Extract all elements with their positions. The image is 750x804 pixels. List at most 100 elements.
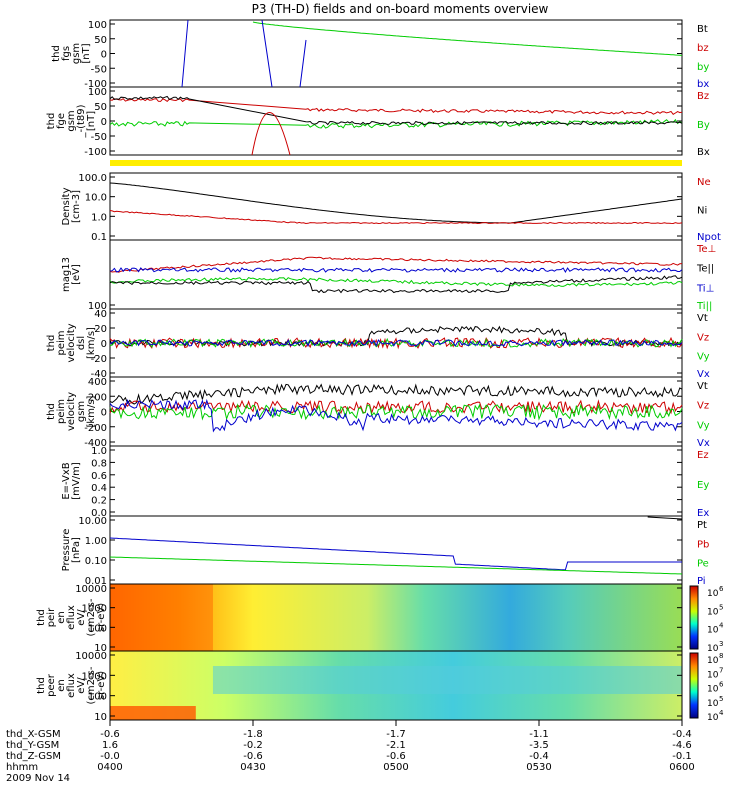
series-vx-dsl [109,338,683,348]
x-tick-label: -1.8 [243,729,263,740]
y-axis-label: sr-eV) [96,603,107,632]
series-vx-gsm [109,398,683,433]
y-axis-label: Density [61,187,72,225]
colorbar-exponent: 7 [719,666,723,674]
y-axis-label: eflux [66,673,77,698]
y-axis-label: eV/ [76,677,87,694]
y-axis-label: fgs [61,46,72,61]
colorbar-label: 10 [707,644,719,654]
colorbar-label: 10 [707,656,719,666]
y-axis-label: velocity [66,392,77,431]
x-tick-label: 0400 [97,762,122,773]
y-tick-label: 1.0 [91,446,107,457]
panel-efield [109,445,683,517]
panel-fge [109,86,683,156]
y-axis-label: gsm [66,110,77,131]
y-axis-label: [km/s] [86,395,97,427]
y-tick-label: 100 [88,301,107,312]
y-axis-label: sr-eV) [96,671,107,700]
panel-density [109,172,683,241]
series-ni [109,182,683,224]
colorbar [689,585,699,650]
y-tick-label: 0.2 [91,496,107,507]
legend-pb: Pb [697,539,709,550]
y-tick-label: -100 [84,79,107,90]
series-pe [109,556,683,575]
series-vz-gsm [109,399,683,415]
y-tick-label: 400 [88,377,107,388]
colorbar-label: 10 [707,685,719,695]
y-tick-label: 100 [88,87,107,98]
y-tick-label: 10 [94,643,107,654]
series-ti-perp [109,267,683,274]
y-axis-label: dsl [76,336,87,350]
y-tick-label: -400 [84,438,107,449]
y-tick-label: 0 [101,117,107,128]
y-axis-label: peer [46,673,57,697]
y-axis-label: thd [46,403,57,420]
colorbar-label: 10 [707,607,719,617]
y-tick-label: 200 [88,392,107,403]
y-axis-label: en [56,679,67,692]
colorbar-exponent: 8 [719,652,723,660]
colorbar-label: 10 [707,713,719,723]
y-tick-label: 0 [101,50,107,61]
legend-vx: Vx [697,369,710,380]
flag-bar [110,160,682,166]
colorbar-exponent: 5 [719,695,723,703]
x-tick-label: -0.2 [243,740,263,751]
y-axis-label: (cm2-s- [86,598,97,636]
y-axis-label: gsm [76,401,87,422]
y-tick-label: 0.4 [91,483,107,494]
panel-frame [109,86,683,156]
y-axis-label: Pressure [61,529,72,572]
y-tick-label: 10.0 [85,193,107,204]
colorbar-label: 10 [707,626,719,636]
legend-pi: Pi [697,576,706,587]
colorbar-exponent: 5 [719,603,723,611]
y-axis-label: eflux [66,605,77,630]
colorbar-exponent: 4 [719,622,724,630]
y-axis-label: peir [46,607,57,627]
legend-ti⊥: Ti⊥ [696,283,714,294]
y-axis-label: [nT] [86,111,97,131]
y-axis-label: peim [56,399,67,424]
y-axis-label: thd [36,609,47,626]
y-tick-label: -50 [91,64,107,75]
legend-bx: Bx [697,147,710,158]
panel-frame [109,172,683,241]
y-tick-label: 1.00 [85,536,107,547]
x-axis-row-label: thd_Y-GSM [6,740,59,751]
y-tick-label: -50 [91,132,107,143]
y-tick-label: 1.0 [91,212,107,223]
series-bz [109,98,683,115]
y-tick-label: 100 [88,623,107,634]
panel-frame [109,445,683,517]
x-tick-label: -3.5 [529,740,549,751]
colorbar-exponent: 6 [719,681,724,689]
y-axis-label: _-(t89) [76,104,87,138]
y-tick-label: 0.1 [91,232,107,243]
y-tick-label: 0 [101,339,107,350]
y-tick-label: 20 [94,324,107,335]
colorbar-label: 10 [707,670,719,680]
series-vt-gsm [109,383,683,405]
legend-bz: Bz [697,91,709,102]
legend-ni: Ni [697,206,707,217]
x-tick-label: 0530 [526,762,551,773]
legend-ex: Ex [697,508,709,519]
x-tick-label: -0.6 [386,751,406,762]
y-axis-label: [nPa] [71,537,82,563]
y-axis-label: [km/s] [86,327,97,359]
panel-frame [109,19,683,88]
y-tick-label: -100 [84,147,107,158]
y-tick-label: 0.8 [91,458,107,469]
colorbar-exponent: 3 [719,640,723,648]
legend-by: By [697,120,710,131]
y-tick-label: 0.10 [85,556,107,567]
legend-ez: Ez [697,450,709,461]
y-tick-label: 100.0 [78,173,107,184]
series-bx-fge [109,95,683,126]
legend-by: by [697,62,709,73]
